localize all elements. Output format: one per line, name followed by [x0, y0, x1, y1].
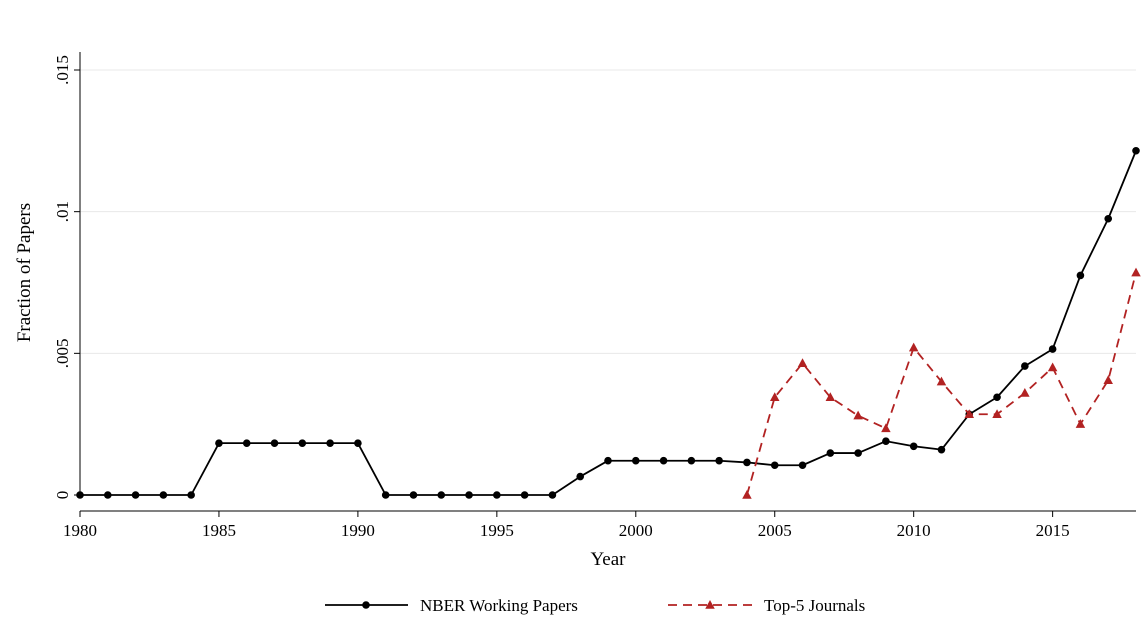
- series: [76, 146, 1141, 499]
- data-point-nber-working-papers-2009: [882, 437, 890, 445]
- data-point-top-5-journals-2007: [825, 392, 836, 401]
- data-point-nber-working-papers-1992: [409, 491, 418, 499]
- data-point-nber-working-papers-2013: [993, 393, 1001, 402]
- data-point-top-5-journals-2012: [964, 409, 975, 418]
- x-tick-label-4: 2000: [619, 521, 653, 540]
- x-tick-label-7: 2015: [1036, 521, 1070, 540]
- data-point-nber-working-papers-2008: [854, 449, 862, 457]
- data-point-nber-working-papers-2002: [687, 456, 696, 465]
- legend-label-top5: Top-5 Journals: [764, 596, 865, 615]
- data-point-nber-working-papers-1993: [437, 491, 446, 499]
- data-point-nber-working-papers-2015: [1048, 345, 1057, 353]
- legend: NBER Working Papers Top-5 Journals: [325, 596, 865, 615]
- data-point-nber-working-papers-2003: [715, 456, 723, 465]
- x-tick-label-2: 1990: [341, 521, 375, 540]
- data-point-nber-working-papers-1997: [548, 491, 557, 499]
- data-point-nber-working-papers-2014: [1021, 362, 1029, 370]
- data-point-nber-working-papers-2011: [937, 445, 946, 454]
- data-point-top-5-journals-2013: [992, 409, 1002, 418]
- data-point-nber-working-papers-2005: [770, 461, 779, 470]
- data-point-nber-working-papers-1985: [215, 439, 223, 447]
- axes: [79, 52, 1136, 512]
- data-point-top-5-journals-2011: [936, 376, 947, 386]
- data-point-nber-working-papers-2016: [1076, 271, 1085, 280]
- data-point-nber-working-papers-2006: [798, 461, 807, 470]
- x-tick-label-0: 1980: [63, 521, 97, 540]
- data-point-nber-working-papers-1994: [465, 491, 473, 499]
- legend-marker-top5: [705, 600, 715, 609]
- x-tick-label-3: 1995: [480, 521, 514, 540]
- data-point-top-5-journals-2008: [853, 410, 863, 420]
- data-point-top-5-journals-2017: [1103, 375, 1113, 384]
- series-line-nber-working-papers: [80, 150, 1137, 496]
- data-point-nber-working-papers-1999: [604, 456, 612, 465]
- legend-marker-nber: [362, 601, 370, 609]
- data-point-top-5-journals-2010: [908, 342, 919, 352]
- data-point-nber-working-papers-2010: [909, 442, 918, 451]
- data-point-top-5-journals-2004: [742, 490, 752, 499]
- data-point-nber-working-papers-2004: [743, 458, 751, 467]
- legend-label-nber: NBER Working Papers: [420, 596, 578, 615]
- data-point-top-5-journals-2005: [769, 392, 780, 401]
- data-point-nber-working-papers-1998: [576, 472, 585, 481]
- data-point-top-5-journals-2006: [797, 358, 808, 367]
- data-point-nber-working-papers-2017: [1104, 214, 1113, 223]
- data-point-nber-working-papers-1990: [354, 439, 362, 447]
- data-point-nber-working-papers-1991: [381, 491, 390, 499]
- data-point-nber-working-papers-1981: [103, 491, 112, 499]
- data-point-top-5-journals-2018: [1131, 267, 1141, 277]
- y-tick-label-3: .015: [53, 55, 72, 85]
- y-tick-label-1: .005: [53, 338, 72, 368]
- data-point-nber-working-papers-1989: [326, 439, 334, 447]
- data-point-top-5-journals-2015: [1047, 362, 1058, 372]
- data-point-top-5-journals-2009: [881, 423, 891, 433]
- data-point-nber-working-papers-2018: [1132, 146, 1140, 155]
- data-point-nber-working-papers-1982: [131, 491, 140, 499]
- data-point-nber-working-papers-1986: [242, 439, 251, 447]
- data-point-nber-working-papers-1980: [76, 491, 84, 499]
- x-tick-label-6: 2010: [897, 521, 931, 540]
- data-point-nber-working-papers-1983: [159, 491, 168, 499]
- data-point-nber-working-papers-1984: [187, 491, 195, 499]
- legend-item-top5: Top-5 Journals: [668, 596, 865, 615]
- data-point-nber-working-papers-2007: [826, 449, 835, 457]
- gridlines: [80, 69, 1136, 354]
- data-point-nber-working-papers-1995: [493, 491, 501, 499]
- data-point-top-5-journals-2014: [1020, 388, 1030, 397]
- data-point-nber-working-papers-1988: [298, 439, 307, 447]
- y-axis-ticks: 0 .005 .01 .015: [53, 55, 80, 499]
- x-tick-label-5: 2005: [758, 521, 792, 540]
- legend-item-nber: NBER Working Papers: [325, 596, 578, 615]
- y-tick-label-0: 0: [53, 491, 72, 500]
- y-tick-label-2: .01: [53, 201, 72, 222]
- x-tick-label-1: 1985: [202, 521, 236, 540]
- data-point-nber-working-papers-2001: [659, 456, 668, 465]
- data-point-nber-working-papers-1987: [270, 439, 279, 447]
- series-nber-working-papers: [76, 146, 1140, 499]
- series-top-5-journals: [742, 267, 1141, 499]
- data-point-nber-working-papers-1996: [520, 491, 529, 499]
- x-axis-title: Year: [590, 549, 626, 570]
- data-point-nber-working-papers-2000: [631, 456, 640, 465]
- data-point-top-5-journals-2016: [1075, 419, 1086, 428]
- y-axis-title: Fraction of Papers: [14, 203, 35, 342]
- x-axis-ticks: 1980 1985 1990 1995 2000 2005 2010 2015: [63, 511, 1070, 540]
